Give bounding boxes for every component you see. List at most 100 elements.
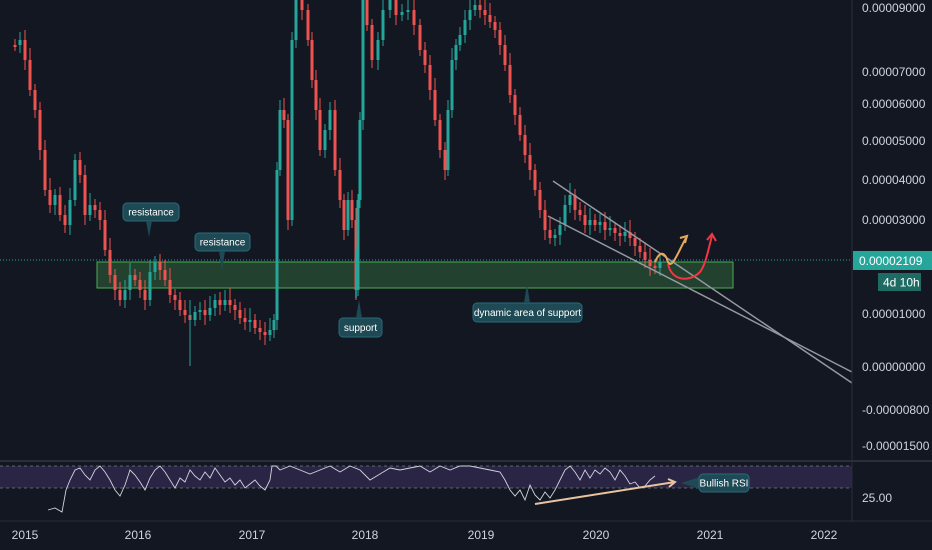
candle-body (394, 0, 398, 15)
candle-body (503, 45, 507, 65)
candle-body (361, 0, 365, 120)
time-tick-label: 2021 (697, 528, 724, 542)
candle-body (233, 305, 237, 310)
rsi-divergence-arrowhead (667, 478, 677, 488)
candle-body (543, 210, 547, 230)
candle-body (183, 310, 187, 315)
candle-body (406, 10, 410, 12)
annotation-resistance-2[interactable]: resistance (194, 232, 251, 271)
candle-body (300, 0, 304, 10)
candle-body (613, 228, 617, 233)
rsi-axis-tick: 25.00 (862, 491, 892, 505)
candle-body (478, 5, 482, 10)
candle-body (648, 260, 652, 266)
price-tick-label: 0.00000000 (862, 360, 926, 374)
bubble-label: support (344, 323, 378, 334)
price-tick-label: 0.00005000 (862, 134, 926, 148)
candle-body (518, 115, 522, 135)
candle-body (68, 200, 72, 225)
price-tick-label: 0.00004000 (862, 173, 926, 187)
candle-body (103, 220, 107, 250)
candle-body (73, 160, 77, 200)
candle-body (568, 195, 572, 205)
candle-body (593, 220, 597, 225)
annotation-bullish-rsi[interactable]: Bullish RSI (681, 473, 750, 493)
candle-body (158, 262, 162, 270)
annotation-dynamic-support[interactable]: dynamic area of support (472, 284, 583, 323)
candle-body (58, 195, 62, 215)
candle-body (418, 25, 422, 50)
price-tick-label: -0.00000800 (862, 403, 930, 417)
candle-body (454, 45, 458, 60)
candle-body (433, 90, 437, 120)
candle-body (218, 300, 222, 305)
candle-body (633, 238, 637, 246)
candle-body (608, 228, 612, 230)
candle-body (508, 65, 512, 95)
candle-body (598, 222, 602, 225)
time-tick-label: 2018 (352, 528, 379, 542)
candle-body (143, 290, 147, 300)
projection-red-arrowhead (706, 232, 717, 242)
trendline-lower (547, 215, 853, 373)
candle-body (533, 170, 537, 190)
candle-body (263, 332, 267, 335)
candle-body (493, 22, 497, 30)
candle-body (618, 233, 622, 236)
candle-body (513, 95, 517, 115)
candle-body (376, 40, 380, 60)
time-axis[interactable]: 2015 2016 2017 2018 2019 2020 2021 2022 (12, 528, 838, 542)
candle-body (588, 220, 592, 225)
annotation-resistance-1[interactable]: resistance (122, 202, 180, 237)
candle-body (78, 160, 82, 175)
price-label-text: 0.00002109 (859, 254, 923, 268)
candle-body (468, 10, 472, 20)
support-zone (96, 261, 734, 289)
candle-body (356, 200, 360, 290)
candle-body (286, 120, 290, 220)
candle-body (88, 205, 92, 215)
candle-body (323, 130, 327, 150)
bubble-pointer (524, 284, 530, 303)
candle-body (228, 300, 232, 305)
annotation-support[interactable]: support (338, 300, 383, 338)
candle-body (193, 312, 197, 320)
candle-body (213, 300, 217, 308)
time-tick-label: 2020 (583, 528, 610, 542)
candle-body (173, 295, 177, 300)
candle-body (473, 5, 477, 10)
candle-body (163, 270, 167, 280)
candle-body (488, 15, 492, 22)
bubble-pointer (146, 221, 152, 237)
candle-body (583, 215, 587, 225)
candle-body (118, 290, 122, 300)
candle-body (623, 232, 627, 236)
time-tick-label: 2022 (811, 528, 838, 542)
candle-body (538, 190, 542, 210)
candle-body (48, 190, 52, 205)
candle-body (123, 290, 127, 300)
candle-body (443, 150, 447, 170)
candle-body (128, 275, 132, 290)
candle-body (346, 200, 350, 230)
candle-body (18, 40, 22, 45)
candle-body (388, 0, 392, 10)
time-tick-label: 2016 (125, 528, 152, 542)
candle-body (275, 170, 279, 320)
bubble-label: resistance (128, 208, 174, 219)
candle-body (33, 90, 37, 110)
candle-body (558, 225, 562, 235)
candle-body (423, 50, 427, 65)
candle-body (294, 0, 298, 40)
candle-body (573, 195, 577, 210)
candle-body (653, 266, 657, 268)
price-axis[interactable]: 0.00009000 0.00007000 0.00006000 0.00005000… (862, 1, 930, 453)
candle-body (438, 120, 442, 150)
candle-body (463, 20, 467, 35)
rsi-line (47, 465, 656, 513)
candle-body (638, 246, 642, 252)
candle-body (238, 310, 242, 318)
bubble-label: Bullish RSI (700, 479, 749, 490)
candle-body (370, 25, 374, 60)
